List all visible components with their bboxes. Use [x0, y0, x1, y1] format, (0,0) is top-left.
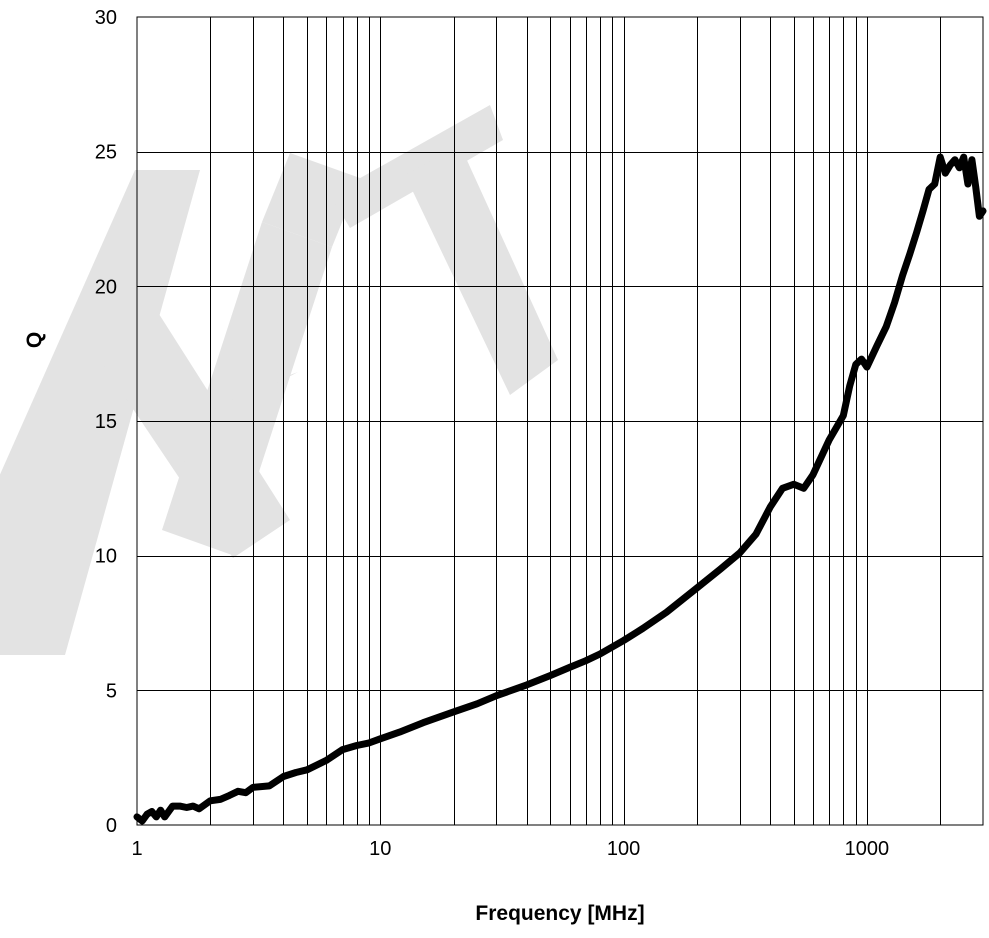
- watermark-letter-t-stem: [405, 145, 558, 395]
- x-tick-label: 10: [369, 838, 391, 860]
- y-tick-label: 10: [95, 546, 117, 568]
- y-tick-label: 15: [95, 411, 117, 433]
- watermark-letter-t-top: [330, 105, 503, 228]
- y-axis-title: Q: [23, 332, 46, 348]
- y-tick-label: 0: [106, 815, 117, 837]
- y-tick-label: 5: [106, 680, 117, 702]
- x-tick-label: 1000: [845, 838, 890, 860]
- x-axis-title: Frequency [MHz]: [475, 902, 644, 925]
- x-tick-labels: 1 10 100 1000: [131, 838, 889, 860]
- watermark-letter-f-bar: [212, 372, 298, 410]
- grid-lines: [137, 17, 983, 825]
- watermark-letter-stroke: [0, 170, 200, 655]
- y-tick-labels: 0 5 10 15 20 25 30: [95, 7, 117, 837]
- series-layer: [133, 153, 987, 825]
- y-tick-label: 25: [95, 142, 117, 164]
- y-tick-label: 20: [95, 276, 117, 298]
- plot-frame: [136, 16, 984, 826]
- watermark-letter-f-stem: [162, 222, 332, 555]
- x-tick-label: 1: [131, 838, 142, 860]
- watermark-letter-f-top: [262, 153, 360, 247]
- draft-watermark: [0, 105, 558, 655]
- y-tick-label: 30: [95, 7, 117, 29]
- x-tick-label: 100: [607, 838, 640, 860]
- q-series-line: [133, 153, 987, 825]
